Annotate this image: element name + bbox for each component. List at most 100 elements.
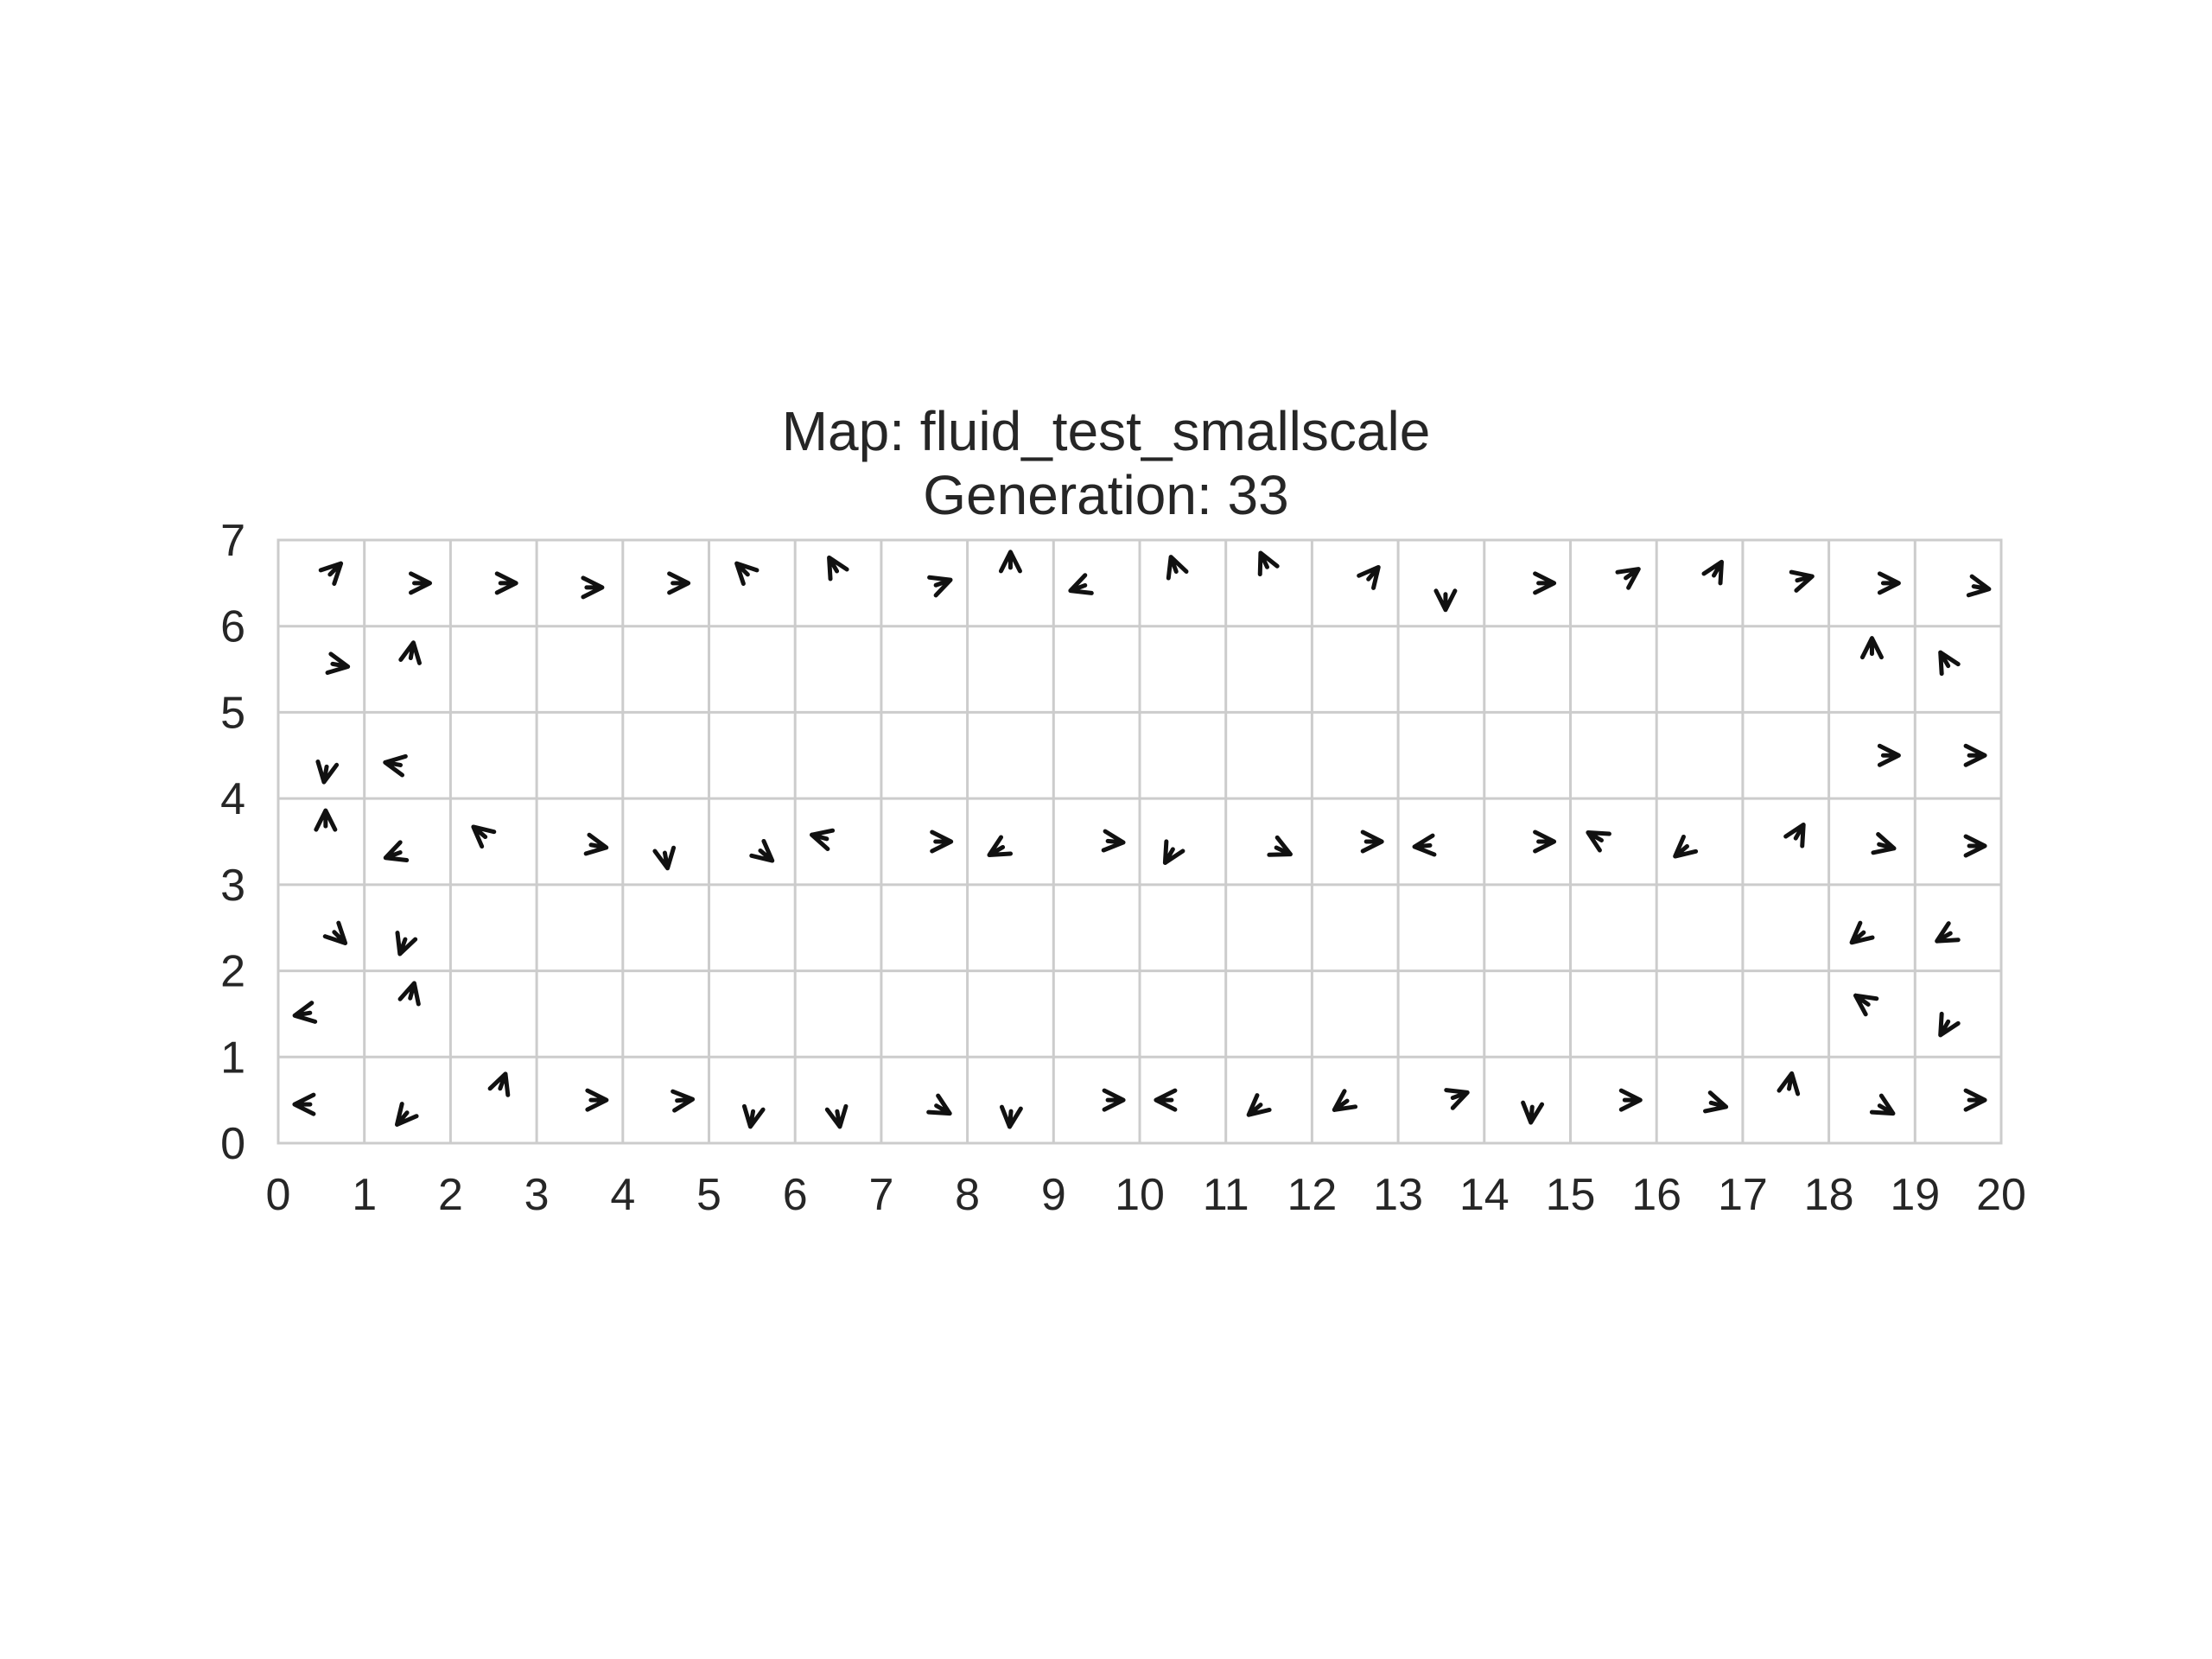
arrow-marker: [927, 575, 953, 598]
x-tick-label: 4: [610, 1170, 635, 1220]
y-axis-ticks: 0 1 2 3 4 5 6 7: [220, 516, 245, 1169]
arrow-marker: [1154, 1088, 1178, 1112]
arrow-marker: [1101, 829, 1126, 853]
arrow-marker: [998, 550, 1022, 574]
arrow-marker: [585, 1088, 609, 1112]
arrow-marker: [1615, 567, 1641, 590]
arrow-marker: [487, 1071, 511, 1097]
arrow-marker: [827, 555, 849, 582]
grid: [276, 538, 2003, 1145]
arrow-marker: [1444, 1088, 1470, 1110]
arrow-marker: [1332, 1089, 1358, 1112]
arrow-marker: [1877, 743, 1901, 767]
x-tick-label: 10: [1115, 1170, 1165, 1220]
y-tick-label: 0: [220, 1119, 245, 1169]
arrow-marker: [741, 1103, 766, 1129]
arrow-marker: [1673, 834, 1699, 859]
arrow-marker: [322, 920, 348, 945]
arrow-marker: [1533, 571, 1557, 595]
x-tick-label: 13: [1373, 1170, 1423, 1220]
y-tick-label: 4: [220, 774, 245, 824]
arrow-marker: [1849, 920, 1875, 945]
arrow-marker: [1618, 1088, 1643, 1112]
arrow-marker: [292, 1092, 316, 1116]
y-tick-label: 2: [220, 947, 245, 997]
arrow-marker: [1783, 823, 1806, 849]
arrow-marker: [494, 571, 518, 595]
x-tick-label: 19: [1890, 1170, 1940, 1220]
arrow-marker: [999, 1104, 1023, 1129]
arrow-marker: [1360, 830, 1384, 854]
arrow-marker: [987, 835, 1014, 857]
chart-subtitle: Generation: 33: [923, 464, 1289, 526]
arrow-marker: [1586, 830, 1611, 853]
arrow-marker: [809, 828, 836, 851]
data-points: [292, 550, 1992, 1129]
x-tick-label: 11: [1203, 1170, 1249, 1220]
arrow-marker: [671, 1089, 696, 1113]
y-tick-label: 3: [220, 861, 245, 911]
x-tick-label: 1: [352, 1170, 377, 1220]
arrow-marker: [1789, 569, 1815, 593]
arrow-marker: [315, 759, 340, 785]
arrow-marker: [1102, 1088, 1126, 1112]
x-tick-label: 9: [1041, 1170, 1066, 1220]
x-tick-label: 6: [783, 1170, 808, 1220]
arrow-marker: [383, 840, 410, 863]
arrow-marker: [1433, 588, 1458, 613]
x-tick-label: 16: [1631, 1170, 1681, 1220]
plot-frame: [276, 538, 2003, 1145]
x-tick-label: 17: [1718, 1170, 1768, 1220]
arrow-marker: [1963, 743, 1987, 767]
arrow-marker: [1777, 1071, 1801, 1096]
arrow-marker: [926, 1093, 952, 1116]
arrow-marker: [652, 845, 677, 871]
arrow-marker: [1871, 832, 1897, 855]
arrow-marker: [1357, 564, 1381, 590]
arrow-marker: [749, 838, 775, 863]
arrow-marker: [409, 571, 433, 595]
arrow-marker: [1877, 571, 1901, 595]
arrow-marker: [383, 753, 408, 778]
y-tick-label: 7: [220, 516, 245, 566]
arrow-marker: [1068, 573, 1094, 595]
x-tick-label: 8: [955, 1170, 980, 1220]
arrow-marker: [1963, 1088, 1987, 1112]
x-axis-ticks: 0 1 2 3 4 5 6 7 8 9 10 11 12 13 14 15 16 17 18 19 20: [266, 1170, 2026, 1220]
arrow-marker: [1533, 830, 1557, 854]
arrow-marker: [292, 1001, 318, 1024]
arrow-marker: [1166, 555, 1189, 581]
arrow-marker: [325, 652, 351, 676]
arrow-marker: [397, 981, 421, 1007]
arrow-marker: [394, 1102, 419, 1128]
arrow-marker: [734, 561, 760, 586]
x-tick-label: 18: [1804, 1170, 1854, 1220]
arrow-marker: [1703, 1090, 1729, 1114]
arrow-marker: [824, 1103, 849, 1129]
arrow-marker: [1963, 834, 1987, 858]
y-tick-label: 1: [220, 1033, 245, 1083]
arrow-marker: [1412, 833, 1437, 857]
arrow-marker: [395, 931, 418, 957]
x-tick-label: 12: [1287, 1170, 1337, 1220]
arrow-marker: [1162, 839, 1185, 865]
x-tick-label: 15: [1546, 1170, 1596, 1220]
x-tick-label: 0: [266, 1170, 291, 1220]
y-tick-label: 5: [220, 688, 245, 738]
arrow-marker: [314, 808, 338, 832]
arrow-marker: [930, 830, 954, 854]
arrow-marker: [471, 824, 497, 849]
x-tick-label: 5: [696, 1170, 721, 1220]
arrow-marker: [1938, 650, 1961, 677]
x-tick-label: 2: [438, 1170, 463, 1220]
arrow-marker: [1521, 1100, 1545, 1125]
arrow-marker: [1853, 993, 1879, 1017]
x-tick-label: 3: [524, 1170, 550, 1220]
arrow-marker: [667, 571, 691, 595]
arrow-marker: [318, 561, 344, 586]
arrow-marker: [1859, 636, 1884, 660]
arrow-marker: [1869, 1093, 1896, 1116]
arrow-marker: [581, 575, 605, 600]
arrow-marker: [1257, 550, 1280, 577]
